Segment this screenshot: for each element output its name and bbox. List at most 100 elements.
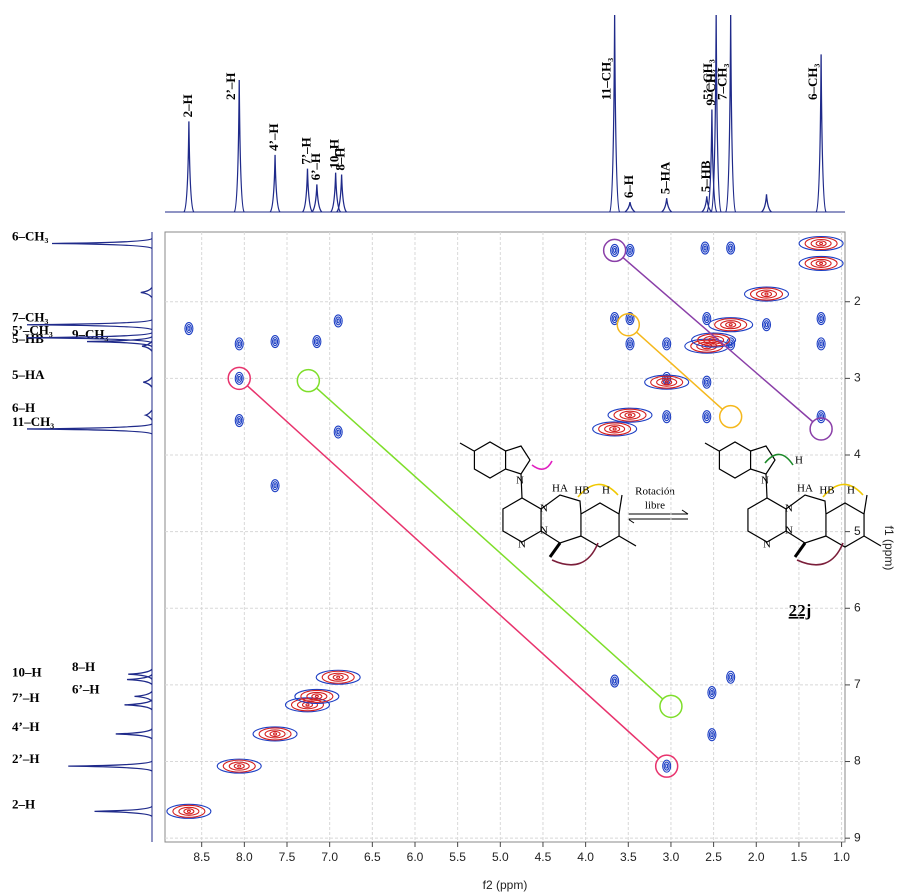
plot-frame	[164, 231, 846, 843]
equilibrium-label: libre	[645, 500, 665, 512]
contour	[662, 410, 672, 424]
contour	[749, 287, 784, 301]
projection-peak	[26, 332, 153, 344]
cross-peak	[644, 374, 690, 390]
bond	[502, 497, 542, 543]
spectrum-peak	[311, 184, 323, 213]
spectrum-peak	[336, 174, 348, 213]
cross-peak	[234, 413, 244, 428]
contour	[707, 728, 717, 742]
cross-peak	[743, 286, 790, 302]
projection-peak	[86, 336, 153, 348]
contour	[613, 316, 617, 322]
contour	[184, 322, 194, 336]
contour	[627, 413, 633, 417]
spectrum-peak	[761, 194, 772, 213]
projection-peak	[140, 287, 153, 298]
bond	[548, 542, 562, 558]
projection-label: 6’–H	[72, 681, 99, 696]
contour	[270, 335, 280, 349]
contour	[315, 669, 361, 685]
peak-label: 5’–CH₃	[700, 59, 715, 100]
contour	[270, 479, 280, 493]
contour	[703, 412, 710, 422]
bond	[459, 442, 475, 452]
contour	[234, 413, 244, 428]
peak-label: 4’–H	[266, 123, 281, 150]
contour	[234, 371, 244, 385]
contour	[663, 412, 670, 422]
contour	[804, 256, 838, 270]
contour	[237, 764, 242, 768]
x-tick-label: 4.5	[535, 850, 552, 864]
contour	[819, 261, 824, 265]
peak-label: 6–H	[621, 175, 636, 198]
projection-peak	[143, 376, 153, 388]
contour	[609, 425, 621, 432]
contour	[816, 312, 826, 326]
cross-peak	[707, 686, 717, 700]
bond	[765, 473, 768, 499]
contour	[761, 318, 772, 332]
contour	[613, 408, 647, 422]
spectrum-peak	[710, 14, 722, 213]
contour	[816, 410, 826, 424]
cross-peak	[270, 335, 280, 349]
bond	[863, 535, 882, 547]
contour	[273, 483, 277, 489]
cross-peak	[258, 727, 292, 741]
contour	[222, 759, 256, 773]
contour	[178, 806, 200, 816]
projection-peak	[141, 340, 153, 352]
x-tick-label: 6.0	[407, 850, 424, 864]
spectrum-peak	[725, 14, 737, 213]
contour	[290, 698, 325, 712]
cross-peak	[312, 335, 322, 349]
cross-peak	[708, 317, 754, 333]
peak-label: 7’–H	[298, 137, 313, 164]
cross-peak	[662, 410, 672, 424]
cross-peak	[662, 759, 672, 773]
x-tick-label: 8.0	[236, 850, 253, 864]
contour	[626, 339, 634, 349]
projection-label: 5’–CH₃	[12, 323, 53, 338]
contour	[729, 674, 733, 680]
contour	[691, 332, 737, 348]
contour	[710, 732, 714, 738]
cross-peak	[333, 425, 343, 439]
projection-label: 8–H	[72, 659, 95, 674]
projection-label: 5–HB	[12, 331, 44, 346]
contour	[183, 808, 195, 815]
bond	[618, 494, 623, 515]
contour	[216, 758, 262, 774]
contour	[335, 427, 342, 437]
cross-peak	[592, 421, 638, 437]
contour	[810, 238, 832, 249]
contour	[703, 245, 707, 251]
correlation-circle	[654, 754, 679, 778]
contour	[613, 678, 617, 684]
contour	[763, 320, 770, 330]
contour	[186, 809, 191, 813]
contour	[305, 703, 310, 707]
contour	[626, 245, 634, 255]
projection-peak	[143, 409, 153, 421]
cross-peak	[222, 759, 256, 773]
peak-label: 7–CH₃	[715, 64, 730, 101]
equilibrium-arrows	[627, 509, 689, 524]
contour	[661, 379, 673, 386]
cross-peak	[625, 243, 635, 257]
correlation-line	[635, 331, 723, 410]
spectrum-peak	[609, 14, 621, 213]
contour	[816, 337, 826, 351]
contour	[598, 422, 632, 436]
bond	[718, 441, 752, 479]
x-tick-label: 2.0	[748, 850, 765, 864]
correlation-line	[246, 385, 660, 760]
cross-peak	[321, 670, 355, 684]
contour	[612, 427, 617, 431]
projection-label: 6–H	[12, 400, 35, 415]
correlation-circle	[809, 417, 833, 441]
contour	[702, 312, 712, 326]
